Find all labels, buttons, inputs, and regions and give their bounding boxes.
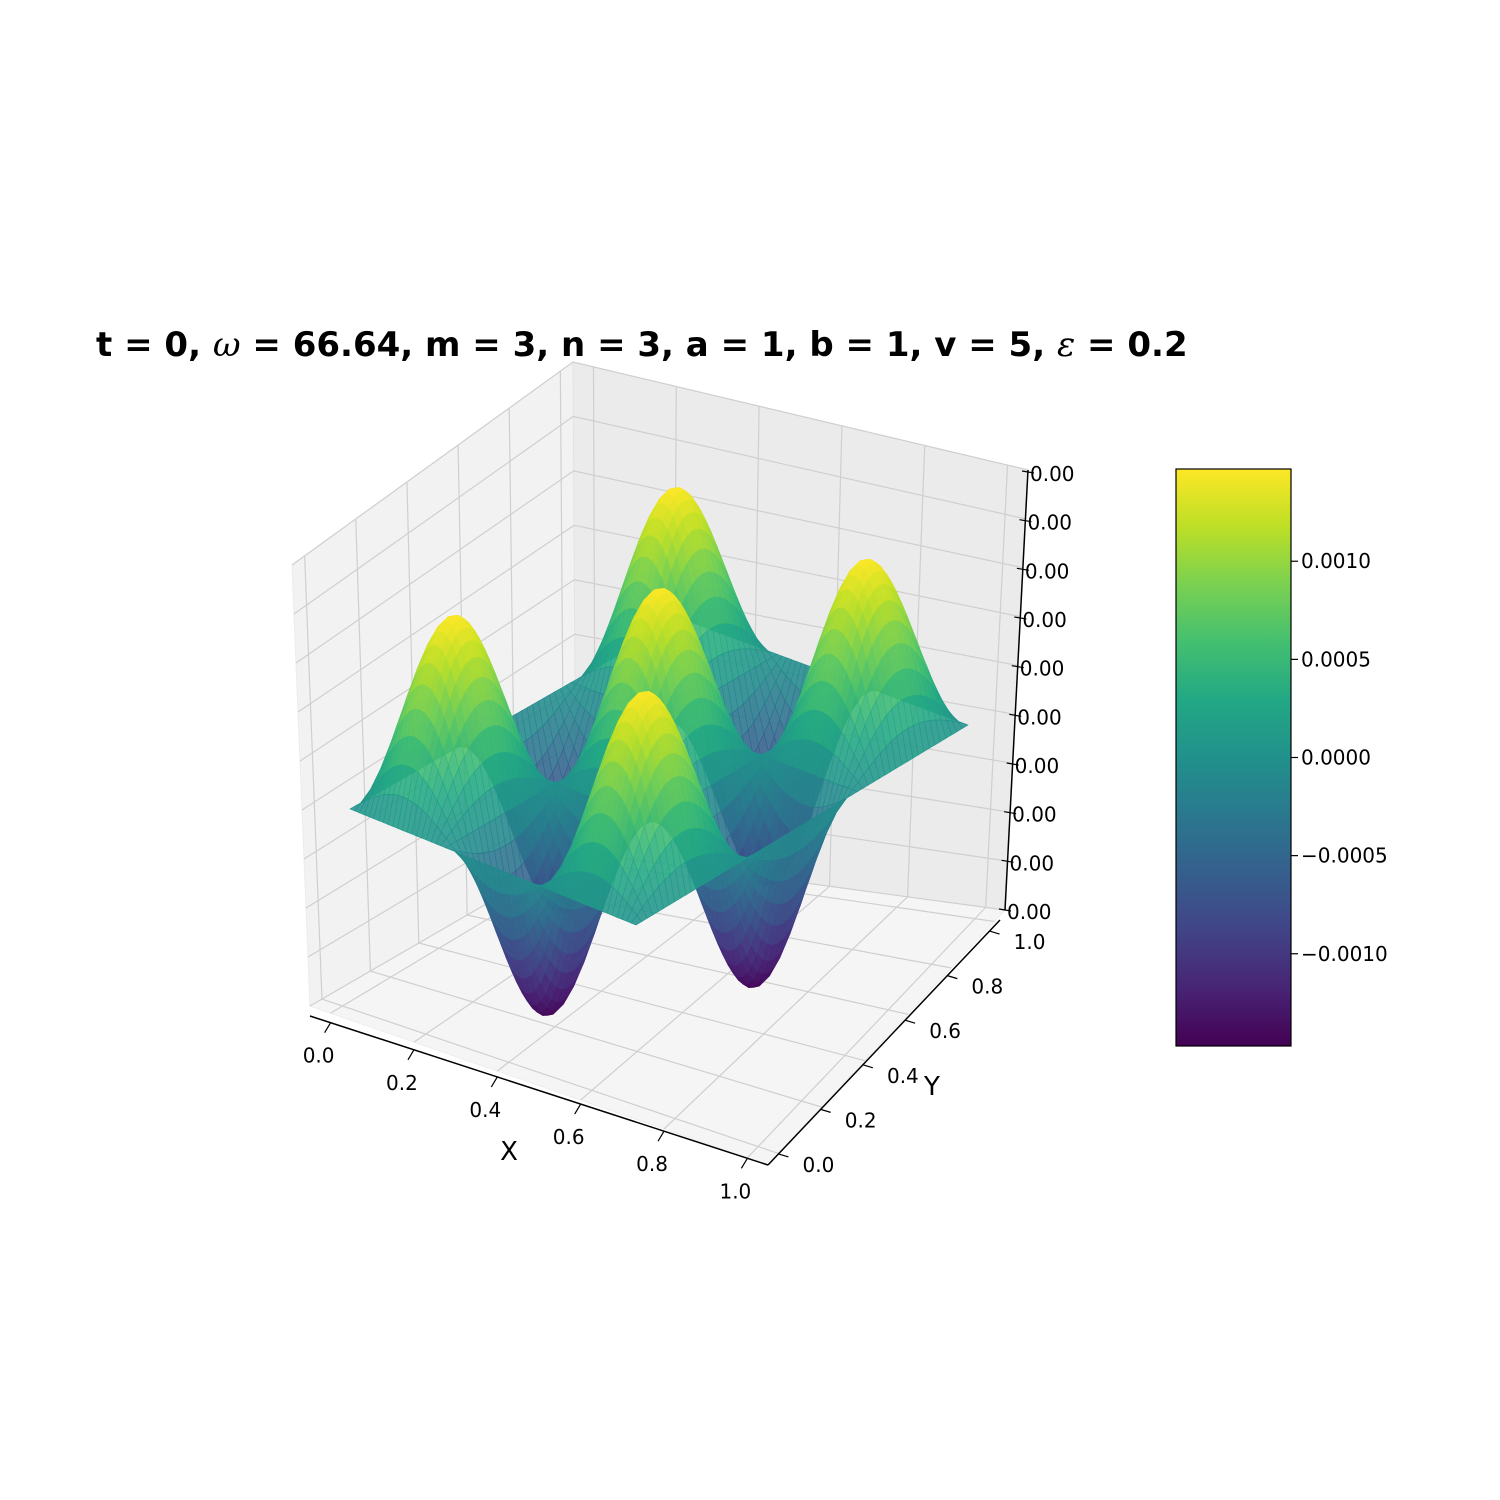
z-grid [293, 415, 1026, 615]
z-tick-label: 0.00 [1007, 900, 1052, 924]
y-axis-label: Y [923, 1072, 940, 1102]
y-grid-left [304, 555, 323, 1000]
z-tick [998, 908, 1012, 912]
y-tick-label: 0.6 [929, 1019, 961, 1043]
x-grid-floor [663, 896, 909, 1130]
z-tick-label: 0.00 [1012, 803, 1057, 827]
title-part2: = 66.64, m = 3, n = 3, a = 1, b = 1, v =… [240, 325, 1057, 365]
title-part1: t = 0, [96, 325, 213, 365]
x-tick-label: 1.0 [719, 1179, 751, 1203]
z-tick-label: 0.00 [1015, 754, 1060, 778]
chart-title: t = 0, ω = 66.64, m = 3, n = 3, a = 1, b… [96, 325, 1188, 365]
x-tick-label: 0.8 [636, 1152, 668, 1176]
surface-patch [630, 914, 642, 926]
x-axis-label: X [500, 1137, 518, 1167]
x-tick [657, 1130, 665, 1142]
z-tick-label: 0.00 [1025, 559, 1070, 583]
y-tick [820, 1108, 831, 1113]
z-tick-label: 0.00 [1017, 705, 1062, 729]
surface-mesh [349, 487, 969, 1016]
colorbar-tick-label: 0.0005 [1301, 647, 1371, 671]
x-tick [490, 1076, 498, 1088]
x-tick-label: 0.6 [553, 1125, 585, 1149]
z-tick [1011, 665, 1024, 669]
x-tick-label: 0.2 [386, 1071, 418, 1095]
z-axis-line [1004, 469, 1029, 911]
y-tick-label: 0.2 [845, 1108, 877, 1132]
title-part3: = 0.2 [1075, 325, 1188, 365]
y-tick [904, 1019, 916, 1024]
x-tick [407, 1049, 415, 1061]
axis-labels: 0.0 0.2 0.4 0.6 0.8 1.0 0.0 0.2 0.4 0.6 0.8 1.0 0.00… [303, 462, 1075, 1203]
y-tick-label: 0.0 [803, 1153, 835, 1177]
z-tick [1019, 519, 1032, 523]
y-grid-left [355, 518, 371, 972]
colorbar-bar [1175, 468, 1292, 1047]
z-tick [1014, 616, 1027, 620]
z-tick-label: 0.00 [1010, 851, 1055, 875]
y-axis-line [767, 919, 1001, 1166]
z-grid [295, 470, 1024, 664]
colorbar-tick-label: 0.0010 [1301, 549, 1371, 573]
z-tick-label: 0.00 [1030, 462, 1075, 486]
y-grid-floor [370, 970, 822, 1108]
y-tick-label: 0.8 [971, 975, 1003, 999]
x-tick [324, 1022, 332, 1034]
x-axis-line [309, 1015, 769, 1166]
z-tick [1001, 859, 1014, 863]
x-grid-floor [746, 906, 987, 1159]
x-tick-label: 0.0 [303, 1044, 335, 1068]
z-tick [1016, 567, 1029, 571]
colorbar-tick-label: −0.0010 [1301, 942, 1388, 966]
omega-symbol: ω [212, 325, 241, 365]
x-tick [574, 1103, 582, 1115]
z-grid [291, 361, 1029, 566]
z-tick [1021, 470, 1035, 474]
colorbar-tick-label: −0.0005 [1301, 844, 1388, 868]
y-tick [862, 1064, 874, 1069]
z-tick-label: 0.00 [1027, 511, 1072, 535]
y-grid-floor [321, 998, 779, 1155]
y-tick [947, 975, 958, 980]
x-tick-label: 0.4 [469, 1098, 501, 1122]
y-tick [778, 1153, 789, 1158]
z-tick [1009, 713, 1022, 717]
z-tick [1006, 762, 1019, 766]
x-grid-back [985, 465, 1009, 908]
axis-lines [309, 469, 1035, 1169]
z-tick [1004, 811, 1017, 815]
z-tick-label: 0.00 [1020, 657, 1065, 681]
epsilon-symbol: ε [1056, 325, 1076, 365]
colorbar-tick-label: 0.0000 [1301, 746, 1371, 770]
y-tick [989, 930, 1000, 935]
x-tick [740, 1157, 748, 1169]
y-grid-floor [418, 942, 866, 1062]
y-tick-label: 1.0 [1014, 930, 1046, 954]
colorbar: 0.0010 0.0005 0.0000 −0.0005 −0.0010 [1175, 468, 1388, 1047]
y-tick-label: 0.4 [887, 1064, 919, 1088]
z-tick-label: 0.00 [1022, 608, 1067, 632]
